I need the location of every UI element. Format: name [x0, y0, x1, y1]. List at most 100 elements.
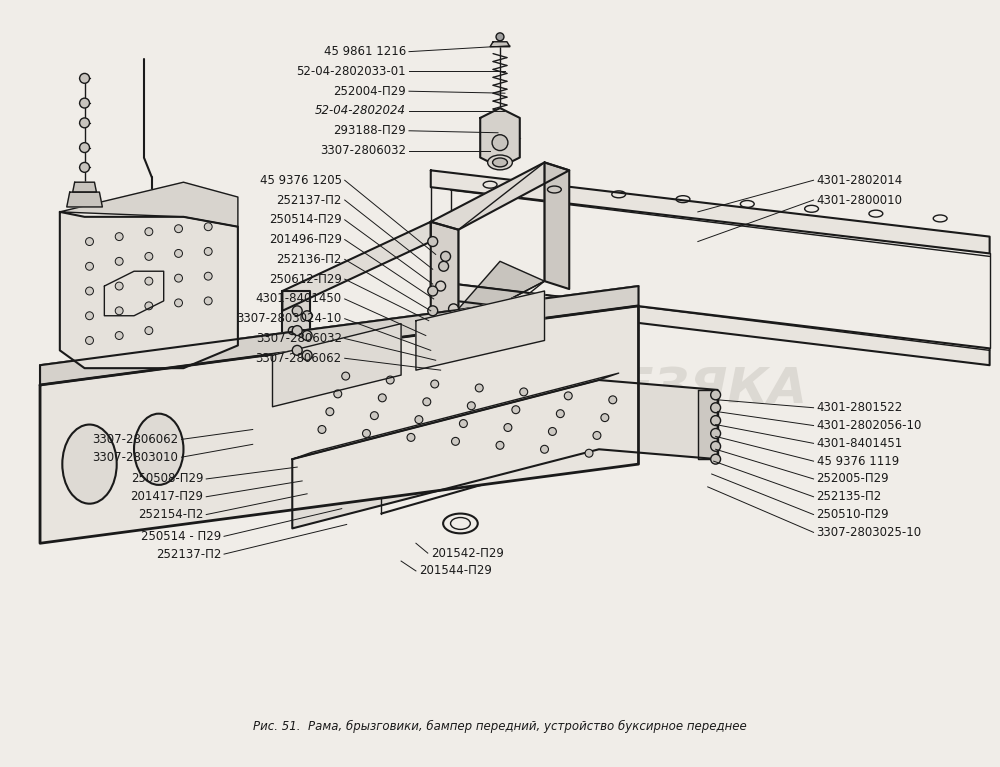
Text: 52-04-2802024: 52-04-2802024: [315, 104, 406, 117]
Circle shape: [175, 299, 182, 307]
Circle shape: [512, 406, 520, 413]
Circle shape: [504, 423, 512, 432]
Circle shape: [204, 297, 212, 304]
Text: 3307-2803010: 3307-2803010: [93, 451, 179, 464]
Text: 3307-2806062: 3307-2806062: [92, 433, 179, 446]
Polygon shape: [431, 170, 990, 253]
Circle shape: [288, 351, 296, 359]
Circle shape: [86, 337, 93, 344]
Polygon shape: [431, 281, 990, 365]
Circle shape: [204, 248, 212, 255]
Circle shape: [334, 390, 342, 398]
Polygon shape: [282, 351, 431, 439]
Text: ПЛАНЕТА ЖЕЛЕЗЯКА: ПЛАНЕТА ЖЕЛЕЗЯКА: [194, 366, 806, 414]
Circle shape: [115, 307, 123, 314]
Circle shape: [115, 258, 123, 265]
Circle shape: [326, 408, 334, 416]
Circle shape: [145, 252, 153, 260]
Circle shape: [407, 433, 415, 441]
Circle shape: [204, 222, 212, 231]
Circle shape: [80, 143, 90, 153]
Polygon shape: [40, 306, 638, 543]
Text: 201417-П29: 201417-П29: [130, 490, 203, 503]
Text: 3307-2803024-10: 3307-2803024-10: [236, 312, 342, 325]
Polygon shape: [480, 108, 520, 167]
Circle shape: [436, 281, 446, 291]
Circle shape: [302, 331, 312, 341]
Circle shape: [711, 416, 721, 426]
Polygon shape: [67, 192, 102, 207]
Circle shape: [428, 306, 438, 316]
Circle shape: [318, 426, 326, 433]
Circle shape: [711, 390, 721, 400]
Circle shape: [80, 118, 90, 128]
Circle shape: [115, 331, 123, 340]
Circle shape: [80, 74, 90, 84]
Text: 201542-П29: 201542-П29: [431, 547, 504, 560]
Circle shape: [711, 454, 721, 464]
Text: 4301-8401451: 4301-8401451: [817, 437, 903, 449]
Text: 250612-П29: 250612-П29: [269, 272, 342, 285]
Polygon shape: [60, 212, 238, 368]
Circle shape: [541, 446, 548, 453]
Circle shape: [288, 376, 296, 384]
Text: 3307-2806062: 3307-2806062: [256, 352, 342, 365]
Text: 293188-П29: 293188-П29: [333, 124, 406, 137]
Ellipse shape: [134, 413, 183, 485]
Text: 252004-П29: 252004-П29: [333, 84, 406, 97]
Circle shape: [86, 287, 93, 295]
Polygon shape: [282, 291, 310, 430]
Circle shape: [145, 277, 153, 285]
Circle shape: [428, 286, 438, 296]
Text: 201496-П29: 201496-П29: [269, 233, 342, 246]
Circle shape: [564, 392, 572, 400]
Circle shape: [288, 327, 296, 334]
Text: 252154-П2: 252154-П2: [138, 508, 203, 521]
Circle shape: [342, 372, 350, 380]
Circle shape: [585, 449, 593, 457]
Circle shape: [370, 412, 378, 420]
Circle shape: [115, 232, 123, 241]
Circle shape: [496, 441, 504, 449]
Text: 252005-П29: 252005-П29: [817, 472, 889, 486]
Polygon shape: [545, 163, 569, 289]
Polygon shape: [73, 183, 96, 192]
Text: 250514 - П29: 250514 - П29: [141, 530, 221, 543]
Polygon shape: [292, 373, 619, 459]
Text: 3307-2803025-10: 3307-2803025-10: [817, 526, 922, 539]
Circle shape: [363, 430, 370, 437]
Circle shape: [378, 394, 386, 402]
Ellipse shape: [488, 155, 512, 170]
Text: 45 9376 1205: 45 9376 1205: [260, 174, 342, 186]
Text: 3307-2806032: 3307-2806032: [320, 144, 406, 157]
Circle shape: [593, 432, 601, 439]
Text: Рис. 51.  Рама, брызговики, бампер передний, устройство буксирное переднее: Рис. 51. Рама, брызговики, бампер передн…: [253, 719, 747, 732]
Text: 4301-8401450: 4301-8401450: [256, 292, 342, 305]
Circle shape: [204, 272, 212, 280]
Text: 252137-П2: 252137-П2: [156, 548, 221, 561]
Circle shape: [415, 416, 423, 423]
Circle shape: [302, 311, 312, 321]
Polygon shape: [40, 286, 638, 385]
Polygon shape: [490, 41, 510, 47]
Circle shape: [175, 249, 182, 258]
Circle shape: [86, 262, 93, 270]
Circle shape: [520, 388, 528, 396]
Text: 45 9861 1216: 45 9861 1216: [324, 45, 406, 58]
Circle shape: [292, 306, 302, 316]
Text: 250514-П29: 250514-П29: [269, 213, 342, 226]
Text: 252136-П2: 252136-П2: [276, 253, 342, 266]
Polygon shape: [282, 222, 431, 311]
Circle shape: [86, 312, 93, 320]
Circle shape: [439, 262, 449, 272]
Circle shape: [711, 441, 721, 451]
Circle shape: [609, 396, 617, 403]
Polygon shape: [431, 262, 545, 341]
Circle shape: [459, 420, 467, 427]
Circle shape: [175, 225, 182, 232]
Text: 3307-2806032: 3307-2806032: [256, 332, 342, 345]
Circle shape: [496, 33, 504, 41]
Circle shape: [386, 376, 394, 384]
Circle shape: [292, 326, 302, 335]
Text: 252135-П2: 252135-П2: [817, 490, 882, 503]
